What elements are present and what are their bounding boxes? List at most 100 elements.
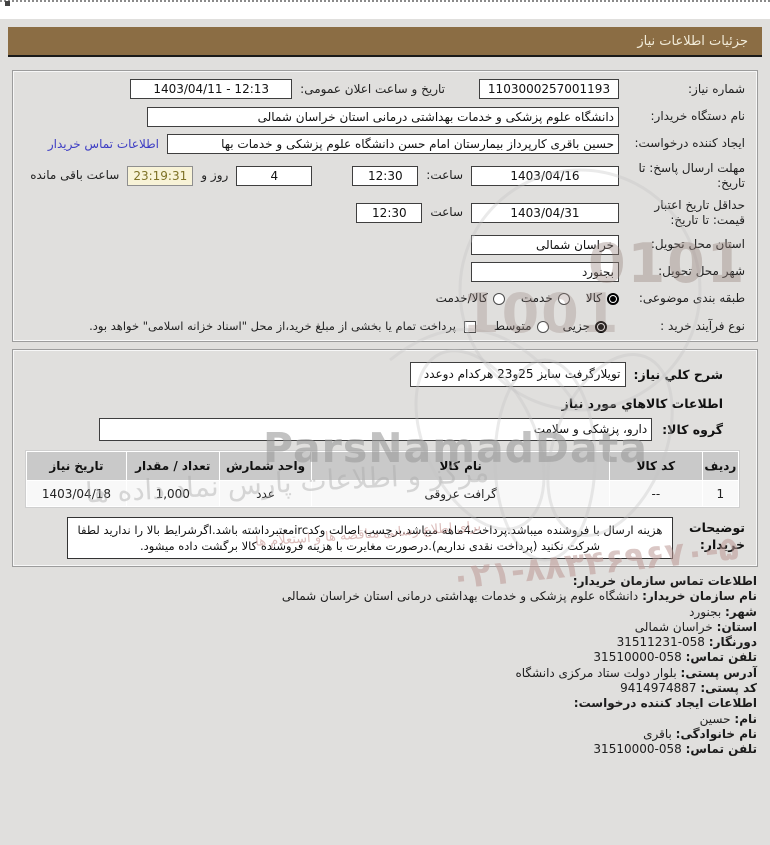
countdown-timer: 23:19:31 [127, 165, 194, 186]
creator-phone-line: تلفن تماس: 31510000-058 [13, 742, 757, 757]
treasury-payment-label: پرداخت تمام یا بخشی از مبلغ خرید،از محل … [89, 319, 456, 333]
process-option-medium[interactable]: متوسط [494, 319, 549, 334]
buyer-notes-line1: هزینه ارسال با فروشنده میباشد.پرداخت4ماه… [77, 523, 663, 537]
phone-line: تلفن تماس: 31510000-058 [13, 650, 757, 665]
address-value: بلوار دولت ستاد مرکزی دانشگاه [515, 665, 677, 680]
deadline-date-input[interactable]: 1403/04/16 [471, 165, 619, 186]
process-type-row: نوع فرآیند خرید : جزیی متوسط پرداخت تمام… [13, 312, 757, 341]
last-name-label: نام خانوادگی: [675, 726, 757, 741]
org-name-value: دانشگاه علوم پزشکی و خدمات بهداشتی درمان… [281, 589, 639, 604]
category-row: طبقه بندی موضوعی: کالا خدمت کالا/خدمت [13, 285, 757, 312]
buyer-org-row: نام دستگاه خریدار: دانشگاه علوم پزشکی و … [13, 103, 757, 130]
process-option-medium-label: متوسط [493, 319, 532, 333]
goods-group-row: گروه کالا: دارو، پزشکی و سلامت [13, 418, 723, 441]
goods-section-heading: اطلاعات کالاهاي مورد نیاز [561, 396, 723, 411]
need-number-input[interactable]: 1103000257001193 [479, 79, 619, 99]
cell-item-code: -- [609, 481, 702, 506]
need-description-box: تویلارگرفت سایز 25و23 هرکدام دوعدد [409, 362, 626, 387]
validity-time-input[interactable]: 12:30 [356, 202, 423, 223]
remaining-days-label: روز و [201, 168, 229, 182]
creator-input[interactable]: حسین باقری کارپرداز بیمارستان امام حسن د… [167, 133, 619, 154]
cell-quantity: 1,000 [126, 481, 219, 506]
col-unit: واحد شمارش [219, 452, 312, 480]
goods-group-label: گروه کالا: [662, 422, 723, 437]
category-option-service[interactable]: خدمت [521, 291, 570, 306]
need-description-row: شرح كلي نیاز: تویلارگرفت سایز 25و23 هرکد… [13, 362, 723, 387]
category-option-service-label: خدمت [520, 291, 553, 305]
col-row-number: ردیف [702, 452, 738, 480]
buyer-org-label: نام دستگاه خریدار: [650, 109, 746, 123]
category-option-goods[interactable]: کالا [586, 291, 619, 306]
creator-contact-heading: اطلاعات ایجاد کننده درخواست: [573, 696, 757, 711]
buyer-notes-line2: شرکت نکنید (پرداخت نقدی نداریم).درصورت م… [140, 539, 600, 553]
radio-icon[interactable] [557, 292, 570, 305]
category-option-goods-label: کالا [585, 291, 602, 305]
process-option-minor-label: جزیی [562, 319, 590, 333]
process-type-label: نوع فرآیند خرید : [660, 319, 745, 333]
first-name-value: حسین [699, 711, 731, 726]
buyer-contact-heading: اطلاعات تماس سازمان خریدار: [572, 574, 757, 588]
deadline-time-input[interactable]: 12:30 [352, 165, 419, 186]
goods-group-input[interactable]: دارو، پزشکی و سلامت [99, 418, 653, 441]
org-name-line: نام سازمان خریدار: دانشگاه علوم پزشکی و … [13, 589, 757, 604]
delivery-province-label: استان محل تحویل: [650, 237, 745, 251]
category-option-goods-service[interactable]: کالا/خدمت [436, 291, 505, 306]
top-left-marker [5, 1, 10, 6]
radio-selected-icon[interactable] [595, 320, 607, 333]
last-name-value: باقری [643, 726, 672, 741]
col-item-code: کد کالا [609, 452, 702, 480]
buyer-contact-link[interactable]: اطلاعات تماس خریدار [47, 136, 159, 151]
creator-phone-label: تلفن تماس: [685, 742, 757, 757]
need-info-groupbox: شماره نیاز: 1103000257001193 تاریخ و ساع… [12, 70, 758, 342]
page-title: جزئیات اطلاعات نیاز [8, 27, 762, 57]
address-label: آدرس پستی: [680, 665, 757, 680]
col-item-name: نام کالا [312, 452, 609, 480]
radio-icon[interactable] [536, 320, 549, 333]
radio-selected-icon[interactable] [607, 292, 619, 305]
buyer-org-input[interactable]: دانشگاه علوم پزشکی و خدمات بهداشتی درمان… [147, 106, 619, 127]
need-number-row: شماره نیاز: 1103000257001193 تاریخ و ساع… [13, 75, 757, 103]
col-quantity: تعداد / مقدار [126, 452, 219, 480]
category-label: طبقه بندی موضوعی: [638, 291, 745, 305]
process-option-minor[interactable]: جزیی [563, 319, 607, 334]
delivery-city-label: شهر محل تحویل: [658, 264, 745, 278]
buyer-notes-box: هزینه ارسال با فروشنده میباشد.پرداخت4ماه… [67, 517, 673, 559]
postal-value: 9414974887 [620, 681, 697, 696]
fax-line: دورنگار: 31511231-058 [13, 635, 757, 650]
postal-label: کد پستی: [700, 681, 757, 696]
buyer-notes-label: توضیحات خریدار: [689, 520, 745, 552]
treasury-payment-checkbox[interactable] [463, 320, 476, 333]
first-name-label: نام: [734, 711, 757, 726]
announce-datetime-input[interactable]: 1403/04/11 - 12:13 [130, 79, 293, 99]
creator-row: ایجاد کننده درخواست: حسین باقری کارپرداز… [13, 130, 757, 157]
province-value: خراسان شمالی [634, 619, 713, 634]
postal-line: کد پستی: 9414974887 [13, 681, 757, 696]
goods-groupbox: شرح كلي نیاز: تویلارگرفت سایز 25و23 هرکد… [12, 349, 758, 567]
need-description-label: شرح كلي نیاز: [633, 367, 723, 382]
creator-phone-value: 31510000-058 [593, 742, 682, 757]
goods-table-header-row: ردیف کد کالا نام کالا واحد شمارش تعداد /… [27, 452, 738, 480]
province-line: استان: خراسان شمالی [13, 620, 757, 635]
price-validity-row: حداقل تاریخ اعتبار قیمت: تا تاریخ: 1403/… [13, 194, 757, 231]
need-number-label: شماره نیاز: [688, 81, 745, 96]
top-strip [0, 0, 770, 19]
delivery-city-row: شهر محل تحویل: بجنورد [13, 258, 757, 285]
address-line: آدرس پستی: بلوار دولت ستاد مرکزی دانشگاه [13, 666, 757, 681]
fax-value: 31511231-058 [616, 635, 705, 650]
delivery-city-input[interactable]: بجنورد [471, 261, 619, 282]
announce-datetime-label: تاریخ و ساعت اعلان عمومی: [300, 81, 445, 96]
validity-time-label: ساعت [430, 205, 463, 219]
cell-need-date: 1403/04/18 [27, 481, 126, 506]
creator-label: ایجاد کننده درخواست: [634, 136, 745, 150]
radio-icon[interactable] [492, 292, 505, 305]
city-line: شهر: بجنورد [13, 605, 757, 620]
deadline-row: مهلت ارسال پاسخ: تا تاریخ: 1403/04/16 سا… [13, 157, 757, 194]
deadline-time-label: ساعت: [426, 168, 463, 182]
contact-section: اطلاعات تماس سازمان خریدار: نام سازمان خ… [13, 574, 757, 758]
remaining-days-input[interactable]: 4 [236, 165, 313, 186]
cell-unit: عدد [219, 481, 312, 506]
delivery-province-input[interactable]: خراسان شمالی [471, 234, 619, 255]
org-name-label: نام سازمان خریدار: [642, 589, 757, 604]
validity-date-input[interactable]: 1403/04/31 [471, 202, 619, 223]
